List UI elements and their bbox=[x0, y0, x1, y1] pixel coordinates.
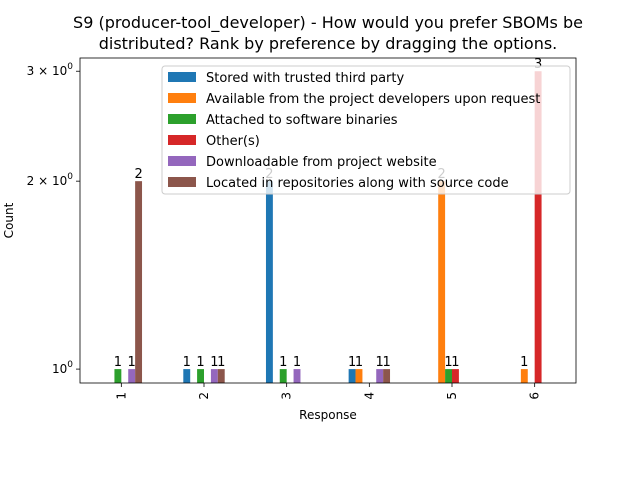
axes-frame bbox=[79, 57, 577, 384]
legend-label: Downloadable from project website bbox=[206, 155, 437, 170]
bar bbox=[265, 181, 273, 383]
x-tick-label: 1 bbox=[114, 392, 128, 400]
data-label: 1 bbox=[196, 355, 204, 370]
x-axis-ticks: 1 2 3 4 5 6 bbox=[114, 383, 542, 400]
legend-swatch bbox=[168, 114, 196, 124]
legend-swatch bbox=[168, 93, 196, 103]
data-label: 1 bbox=[520, 355, 528, 370]
x-tick-label: 4 bbox=[362, 392, 376, 400]
bar bbox=[210, 369, 218, 383]
data-label: 2 bbox=[134, 167, 142, 182]
bar bbox=[197, 369, 204, 383]
legend-swatch bbox=[168, 156, 196, 166]
bar bbox=[445, 369, 452, 383]
legend: Stored with trusted third party Available… bbox=[161, 65, 571, 195]
x-axis-label: Response bbox=[299, 408, 357, 422]
data-label: 1 bbox=[114, 355, 122, 370]
y-axis-ticks: 100 2 × 100 3 × 100 bbox=[27, 62, 80, 376]
legend-label: Available from the project developers up… bbox=[206, 92, 540, 107]
y-tick-label: 100 bbox=[52, 360, 73, 376]
legend-label: Located in repositories along with sourc… bbox=[206, 176, 509, 191]
y-tick-label: 2 × 100 bbox=[27, 172, 74, 188]
bar bbox=[217, 369, 225, 383]
y-axis-label: Count bbox=[2, 202, 16, 238]
legend-label: Other(s) bbox=[206, 134, 260, 149]
bar bbox=[355, 369, 363, 383]
bar bbox=[128, 369, 136, 383]
data-label: 1 bbox=[376, 355, 384, 370]
bar bbox=[383, 369, 391, 383]
bars-layer bbox=[114, 71, 542, 383]
data-label: 1 bbox=[451, 355, 459, 370]
data-label: 1 bbox=[382, 355, 390, 370]
bar bbox=[376, 369, 384, 383]
legend-swatch bbox=[168, 135, 196, 145]
bar bbox=[114, 369, 122, 383]
chart-title: S9 (producer-tool_developer) - How would… bbox=[73, 13, 583, 53]
data-label: 1 bbox=[355, 355, 363, 370]
data-label: 1 bbox=[217, 355, 225, 370]
title-line: S9 (producer-tool_developer) - How would… bbox=[73, 13, 583, 33]
bar bbox=[452, 369, 459, 383]
data-label: 1 bbox=[210, 355, 218, 370]
legend-label: Stored with trusted third party bbox=[206, 71, 404, 86]
bar bbox=[183, 369, 191, 383]
legend-swatch bbox=[168, 72, 196, 82]
bar bbox=[279, 369, 287, 383]
legend-box bbox=[161, 65, 571, 195]
bar bbox=[293, 369, 301, 383]
title-line: distributed? Rank by preference by dragg… bbox=[99, 34, 558, 53]
data-label: 1 bbox=[279, 355, 287, 370]
data-label: 3 bbox=[534, 57, 542, 72]
data-label: 1 bbox=[348, 355, 356, 370]
data-labels-layer: 1211211111131111211 bbox=[114, 57, 543, 370]
data-label: 1 bbox=[183, 355, 191, 370]
bar bbox=[520, 369, 528, 383]
x-tick-label: 6 bbox=[528, 392, 542, 400]
data-label: 1 bbox=[293, 355, 301, 370]
bar bbox=[534, 71, 542, 383]
data-label: 1 bbox=[444, 355, 452, 370]
bar bbox=[135, 181, 143, 383]
x-tick-label: 5 bbox=[445, 392, 459, 400]
y-tick-label: 3 × 100 bbox=[27, 62, 74, 78]
legend-swatch bbox=[168, 177, 196, 187]
x-tick-label: 3 bbox=[280, 392, 294, 400]
x-tick-label: 2 bbox=[197, 392, 211, 400]
bar bbox=[348, 369, 356, 383]
legend-label: Attached to software binaries bbox=[206, 113, 398, 128]
bar bbox=[438, 181, 446, 383]
data-label: 1 bbox=[128, 355, 136, 370]
